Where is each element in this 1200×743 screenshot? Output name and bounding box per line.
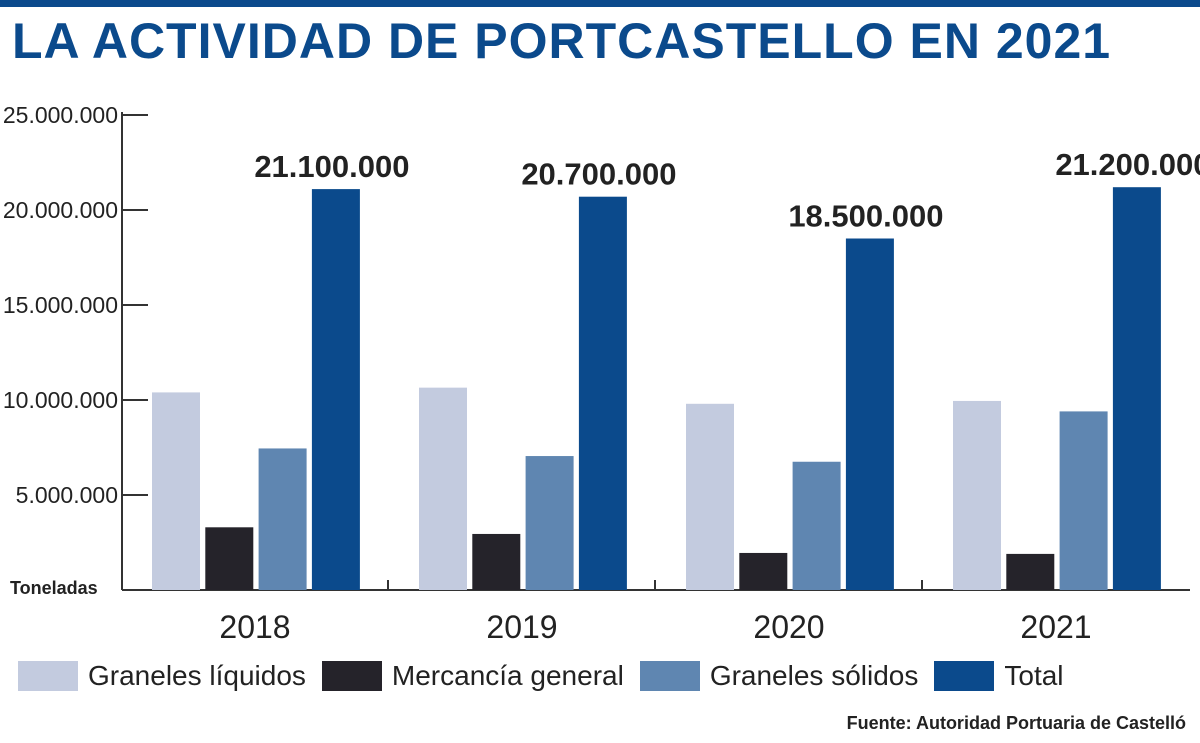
top-rule <box>0 0 1200 7</box>
bar-2020-graneles-líquidos <box>686 403 734 590</box>
bar-2021-mercancía-general <box>1006 553 1055 590</box>
legend-swatch <box>18 661 78 691</box>
bar-chart: 5.000.000 10.000.000 15.000.000 20.000.000 2… <box>3 102 1200 645</box>
data-label: 21.200.000 <box>1055 147 1200 182</box>
bar-2020-total <box>845 238 894 590</box>
legend-swatch <box>639 661 700 691</box>
legend-label: Graneles sólidos <box>709 660 919 691</box>
bar-2019-total <box>578 196 627 590</box>
y-tick-label: 5.000.000 <box>16 482 118 508</box>
bar-2018-mercancía-general <box>205 527 254 590</box>
bar-2021-graneles-sólidos <box>1059 411 1108 590</box>
data-label: 18.500.000 <box>788 199 943 234</box>
bar-2021-graneles-líquidos <box>953 400 1001 590</box>
bar-2020-graneles-sólidos <box>792 461 841 590</box>
legend-item: Mercancía general <box>321 660 624 692</box>
legend-item: Total <box>934 660 1064 692</box>
bar-2020-mercancía-general <box>739 552 788 590</box>
bar-2018-total <box>311 189 360 590</box>
data-label: 21.100.000 <box>254 149 409 184</box>
bar-2018-graneles-sólidos <box>258 448 307 590</box>
bar-2019-graneles-sólidos <box>525 456 574 590</box>
chart-title: LA ACTIVIDAD DE PORTCASTELLO EN 2021 <box>12 13 1112 69</box>
data-label: 20.700.000 <box>521 157 676 192</box>
legend-label: Mercancía general <box>391 660 624 691</box>
bar-2019-mercancía-general <box>472 533 521 590</box>
y-tick-label: 25.000.000 <box>3 102 118 128</box>
legend-item: Graneles sólidos <box>639 660 919 692</box>
bar-2018-graneles-líquidos <box>152 392 200 590</box>
legend-swatch <box>934 661 995 691</box>
legend-swatch <box>321 661 382 691</box>
x-tick-label: 2019 <box>486 609 557 645</box>
bar-2021-total <box>1112 187 1161 590</box>
legend-item: Graneles líquidos <box>18 660 306 692</box>
source-note: Fuente: Autoridad Portuaria de Castelló <box>846 713 1186 733</box>
x-tick-label: 2020 <box>753 609 824 645</box>
legend-label: Total <box>1004 660 1064 691</box>
y-tick-label: 20.000.000 <box>3 197 118 223</box>
legend-label: Graneles líquidos <box>88 660 306 691</box>
y-axis-label: Toneladas <box>10 578 98 598</box>
bar-2019-graneles-líquidos <box>419 387 467 590</box>
x-tick-label: 2021 <box>1020 609 1091 645</box>
legend: Graneles líquidos Mercancía general Granel… <box>18 660 1080 692</box>
x-tick-label: 2018 <box>219 609 290 645</box>
y-tick-label: 10.000.000 <box>3 387 118 413</box>
y-tick-label: 15.000.000 <box>3 292 118 318</box>
